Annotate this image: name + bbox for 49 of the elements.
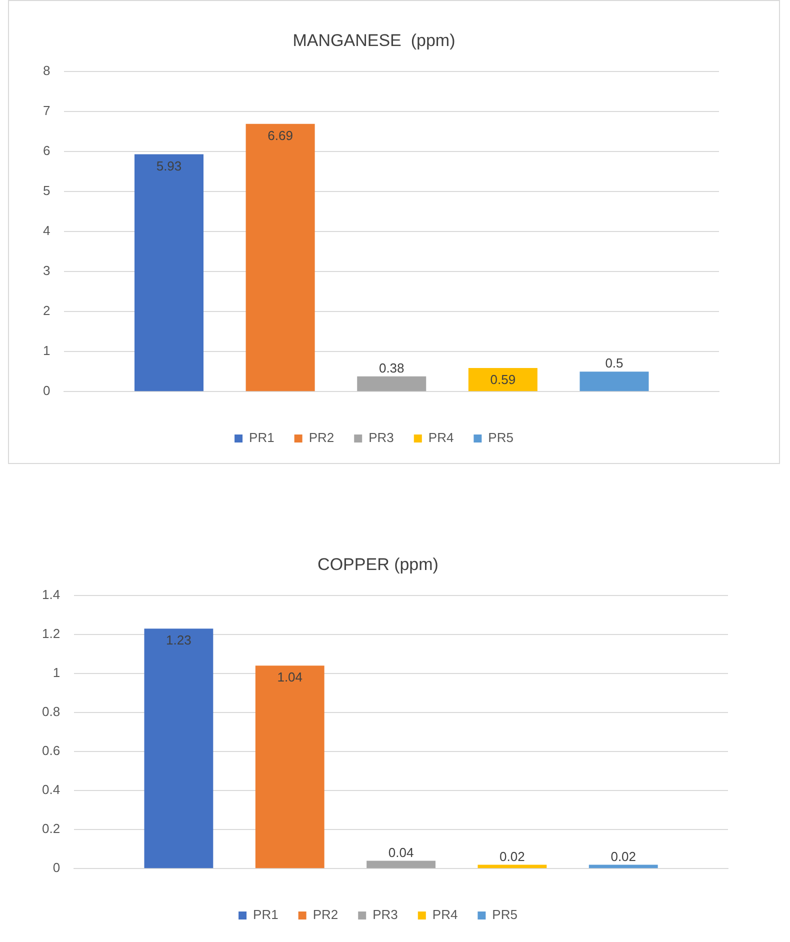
bar	[246, 124, 315, 392]
y-tick-label: 0.8	[42, 704, 60, 720]
data-label: 1.04	[277, 670, 303, 685]
y-tick-label: 1.4	[42, 586, 60, 602]
data-label: 6.69	[268, 128, 293, 143]
data-label: 0.38	[378, 360, 404, 376]
bar	[468, 368, 538, 392]
data-label: 0.02	[500, 848, 525, 864]
y-tick-label: 5	[42, 183, 50, 198]
legend-label: PR3	[372, 907, 398, 922]
y-tick-label: 1	[52, 665, 60, 680]
y-tick-label: 1	[42, 343, 50, 358]
legend-label: PR5	[488, 430, 514, 446]
bar	[366, 860, 436, 868]
y-tick-label: 3	[42, 263, 50, 278]
y-tick-label: 0.4	[42, 782, 60, 798]
legend-label: PR1	[253, 907, 278, 922]
data-label: 0.02	[610, 848, 636, 864]
y-tick-label: 8	[42, 62, 50, 78]
bar	[580, 372, 649, 392]
data-label: 0.5	[605, 356, 624, 371]
bar	[255, 666, 324, 868]
legend-label: PR2	[312, 907, 338, 922]
legend-label: PR2	[308, 430, 334, 446]
data-label: 0.04	[388, 844, 414, 860]
data-label: 1.23	[166, 632, 192, 648]
legend-label: PR5	[492, 907, 518, 922]
chart-title: COPPER (ppm)	[318, 554, 438, 574]
y-tick-label: 0.2	[42, 821, 60, 836]
y-tick-label: 2	[42, 303, 50, 318]
y-tick-label: 4	[42, 223, 50, 238]
y-tick-label: 0	[52, 860, 60, 876]
y-tick-label: 1.2	[42, 626, 60, 642]
y-tick-label: 0.6	[42, 743, 60, 758]
bar	[478, 864, 547, 868]
legend-label: PR3	[368, 430, 394, 446]
data-label: 5.93	[156, 158, 182, 174]
legend-label: PR1	[249, 430, 274, 446]
chart-title: MANGANESE (ppm)	[292, 30, 456, 50]
data-label: 0.59	[490, 372, 516, 388]
y-tick-label: 0	[42, 383, 50, 398]
y-tick-label: 7	[42, 103, 50, 118]
bar	[144, 628, 214, 868]
legend-label: PR4	[428, 430, 454, 446]
bar	[588, 864, 658, 868]
bar	[134, 154, 204, 392]
y-tick-label: 6	[42, 143, 50, 158]
legend-label: PR4	[432, 907, 458, 922]
bar	[357, 376, 426, 392]
